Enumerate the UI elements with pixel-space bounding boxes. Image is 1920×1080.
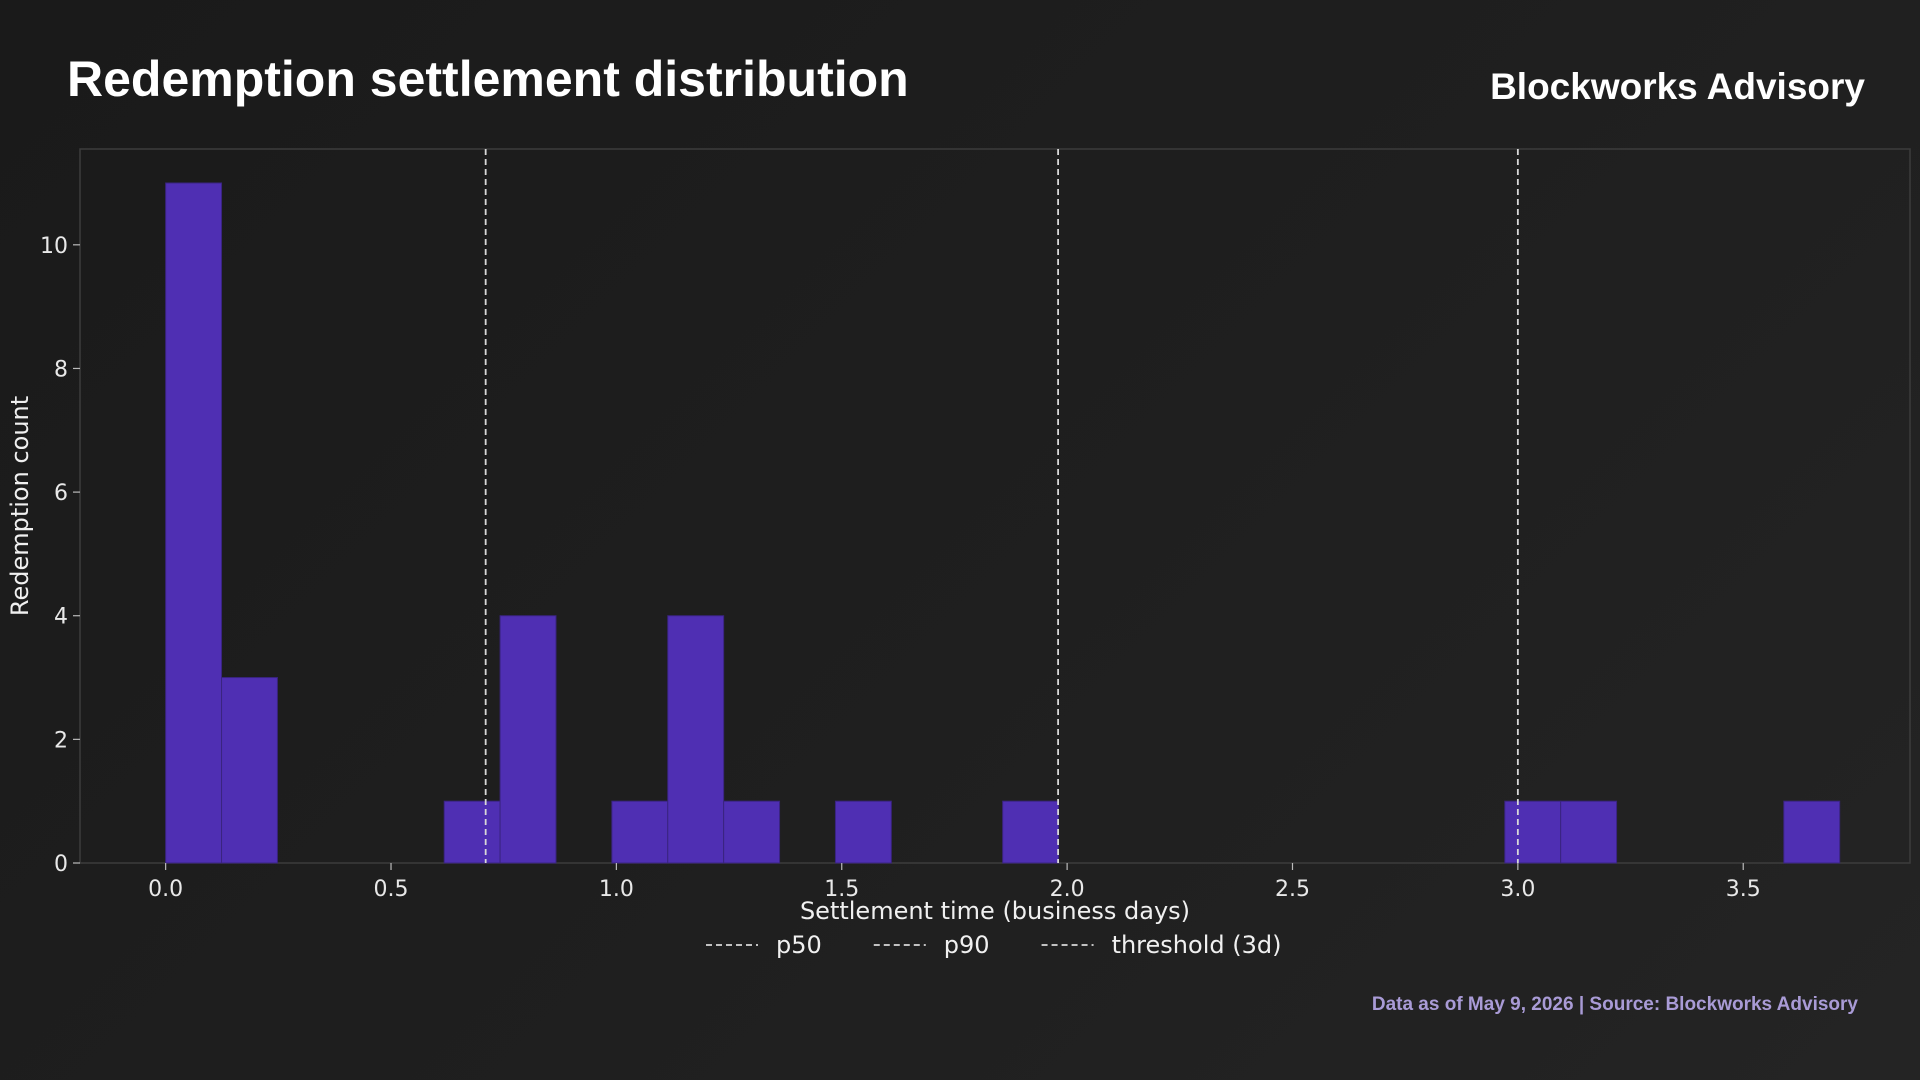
x-axis-title: Settlement time (business days)	[800, 897, 1190, 925]
histogram-bar	[611, 800, 669, 864]
histogram-bar	[723, 800, 781, 864]
y-tick-label: 2	[54, 728, 68, 753]
x-tick-label: 3.5	[1726, 877, 1761, 902]
histogram-bar	[443, 800, 501, 864]
legend-label: p50	[776, 931, 822, 959]
legend-label: threshold (3d)	[1112, 931, 1282, 959]
brand-logo-text: Blockworks Advisory	[1490, 66, 1865, 107]
y-axis: 0 2 4 6 8 10	[40, 234, 80, 877]
x-tick-label: 0.0	[148, 877, 183, 902]
histogram-bar	[1560, 800, 1618, 864]
y-tick-label: 10	[40, 234, 68, 259]
histogram-bar	[1002, 800, 1060, 864]
histogram-bar	[165, 182, 223, 864]
x-tick-label: 3.0	[1500, 877, 1535, 902]
x-tick-label: 1.0	[599, 877, 634, 902]
legend-label: p90	[944, 931, 990, 959]
y-axis-title: Redemption count	[6, 396, 34, 616]
x-tick-label: 2.5	[1275, 877, 1310, 902]
histogram-bar	[499, 615, 557, 864]
histogram-bars	[165, 182, 1841, 864]
histogram-bar	[667, 615, 725, 864]
x-tick-label: 1.5	[824, 877, 859, 902]
histogram-bar	[1783, 800, 1841, 864]
chart-title: Redemption settlement distribution	[67, 51, 909, 107]
x-tick-label: 2.0	[1050, 877, 1085, 902]
histogram-bar	[1504, 800, 1562, 864]
y-tick-label: 8	[54, 357, 68, 382]
x-tick-label: 0.5	[374, 877, 409, 902]
reference-lines	[484, 149, 1519, 863]
source-footnote: Data as of May 9, 2026 | Source: Blockwo…	[1371, 994, 1858, 1015]
histogram-bar	[834, 800, 892, 864]
y-tick-label: 0	[54, 852, 68, 877]
legend: p50 p90 threshold (3d)	[706, 931, 1281, 959]
x-axis: 0.0 0.5 1.0 1.5 2.0 2.5 3.0 3.5	[148, 863, 1761, 902]
plot-frame	[79, 148, 1911, 864]
histogram-bar	[221, 677, 278, 864]
y-tick-label: 6	[54, 481, 68, 506]
plot-area-border	[79, 148, 1911, 864]
y-tick-label: 4	[54, 605, 68, 630]
